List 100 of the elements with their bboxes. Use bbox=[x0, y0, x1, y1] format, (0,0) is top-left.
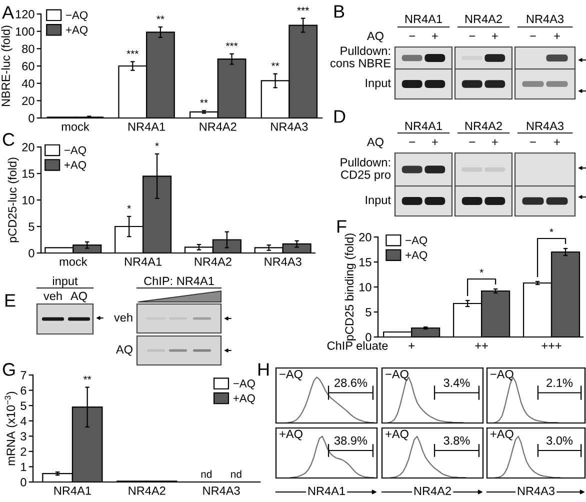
legend-label: −AQ bbox=[233, 380, 255, 390]
y-tick-label: 5 bbox=[366, 308, 372, 316]
data-label: ** bbox=[156, 16, 164, 20]
legend-label: −AQ bbox=[66, 11, 88, 22]
text: * bbox=[550, 228, 554, 232]
y-tick-label: 7 bbox=[20, 371, 26, 380]
chart-subtitle: −AQ bbox=[280, 370, 302, 380]
data-label: ** bbox=[200, 99, 208, 103]
x-tick-label: mock bbox=[60, 257, 88, 266]
annotation: 28.6% bbox=[334, 378, 368, 387]
category-label: Input bbox=[366, 78, 391, 90]
chart-title: H bbox=[258, 363, 269, 376]
y-tick-label: 15 bbox=[360, 258, 372, 266]
data-label: *** bbox=[126, 50, 139, 54]
category-label: NR4A1 bbox=[405, 14, 442, 24]
y-tick-label: 1 bbox=[21, 462, 26, 471]
text: − bbox=[409, 142, 415, 143]
text: − bbox=[409, 36, 415, 37]
y-tick-label: 20 bbox=[359, 233, 372, 242]
data-label: *** bbox=[226, 42, 238, 46]
annotation: 2.1% bbox=[546, 378, 573, 387]
data-label: ** bbox=[271, 62, 280, 66]
data-label: * bbox=[155, 142, 159, 146]
text: D bbox=[334, 110, 346, 123]
x-tick-label: +++ bbox=[542, 342, 562, 349]
y-tick-label: 5 bbox=[28, 222, 34, 231]
category-label: Pulldown: CD25 pro bbox=[340, 158, 391, 182]
chart-title: C bbox=[2, 133, 14, 146]
y-tick-label: 0 bbox=[366, 333, 372, 342]
y-tick-label: 0 bbox=[28, 249, 34, 258]
y-tick-label: 0 bbox=[28, 114, 34, 122]
x-tick-label: NR4A3 bbox=[271, 122, 308, 131]
text: + bbox=[492, 139, 498, 146]
text: AQ bbox=[366, 32, 384, 42]
y-tick-label: 3 bbox=[20, 432, 26, 441]
chart-title: F bbox=[337, 220, 346, 233]
y-tick-label: 15 bbox=[22, 170, 34, 178]
text: + bbox=[432, 139, 438, 146]
text: − bbox=[469, 36, 475, 37]
annotation: 3.4% bbox=[444, 378, 470, 387]
text: + bbox=[492, 33, 498, 40]
text: veh bbox=[44, 291, 62, 300]
category-label: veh bbox=[114, 312, 132, 322]
y-tick-label: 10 bbox=[22, 196, 34, 204]
y-tick-label: 120 bbox=[16, 10, 34, 18]
chart-subtitle: +AQ bbox=[280, 430, 302, 440]
y-axis-title: NBRE-luc (fold) bbox=[1, 26, 12, 106]
data-label: *** bbox=[297, 6, 310, 11]
category-label: input bbox=[52, 276, 78, 288]
text: − bbox=[530, 36, 536, 37]
x-tick-label: NR4A1 bbox=[54, 486, 91, 495]
text: + bbox=[432, 33, 438, 40]
annotation: 3.0% bbox=[546, 436, 573, 445]
legend-label: +AQ bbox=[233, 394, 255, 404]
chart-title: A bbox=[2, 6, 14, 19]
data-label: ** bbox=[83, 376, 92, 380]
y-tick-label: 40 bbox=[22, 79, 34, 88]
text: E bbox=[5, 294, 16, 307]
x-tick-label: NR4A1 bbox=[128, 122, 166, 131]
legend-label: −AQ bbox=[406, 236, 428, 246]
text: nd bbox=[231, 470, 242, 478]
category-label: Input bbox=[366, 196, 391, 206]
text: + bbox=[554, 139, 560, 146]
legend-label: +AQ bbox=[66, 26, 88, 36]
text: − bbox=[530, 142, 536, 143]
y-tick-label: 4 bbox=[20, 417, 26, 426]
x-tick-label: NR4A3 bbox=[203, 486, 240, 495]
text: + bbox=[554, 33, 560, 40]
legend-label: +AQ bbox=[406, 251, 428, 261]
y-axis-title: mRNA (x10$^{−3}$) bbox=[4, 392, 18, 466]
y-axis-title: pCD25 binding (fold) bbox=[344, 234, 356, 340]
text: − bbox=[469, 142, 475, 143]
y-axis-title: pCD25-luc (fold) bbox=[8, 158, 19, 242]
category-label: ChIP: NR4A1 bbox=[144, 276, 214, 286]
x-tick-label: NR4A2 bbox=[200, 122, 236, 131]
y-tick-label: 60 bbox=[22, 62, 34, 70]
legend-label: +AQ bbox=[64, 160, 86, 171]
legend-label: −AQ bbox=[64, 146, 86, 156]
chart-subtitle: −AQ bbox=[490, 370, 514, 380]
x-tick-label: NR4A2 bbox=[194, 257, 232, 266]
y-tick-label: 20 bbox=[22, 143, 34, 152]
text: AQ bbox=[366, 138, 384, 148]
x-axis-title: ChIP eluate bbox=[327, 341, 388, 350]
text: AQ bbox=[70, 292, 87, 302]
category-label: Pulldown: cons NBRE bbox=[330, 46, 390, 68]
data-label: * bbox=[127, 205, 131, 209]
x-tick-label: NR4A3 bbox=[264, 257, 302, 266]
y-tick-label: 20 bbox=[22, 96, 34, 106]
annotation: * bbox=[480, 268, 484, 273]
annotation: 38.9% bbox=[334, 436, 368, 445]
chart-subtitle: +AQ bbox=[386, 430, 408, 440]
category-label: NR4A3 bbox=[526, 14, 564, 24]
x-tick-label: NR4A2 bbox=[128, 486, 166, 495]
x-tick-label: + bbox=[408, 342, 414, 349]
annotation: 3.8% bbox=[444, 436, 470, 445]
chart-subtitle: −AQ bbox=[386, 370, 408, 380]
x-tick-label: NR4A1 bbox=[124, 258, 162, 266]
x-tick-label: mock bbox=[62, 122, 90, 131]
text: B bbox=[334, 5, 344, 18]
y-tick-label: 80 bbox=[22, 44, 34, 54]
